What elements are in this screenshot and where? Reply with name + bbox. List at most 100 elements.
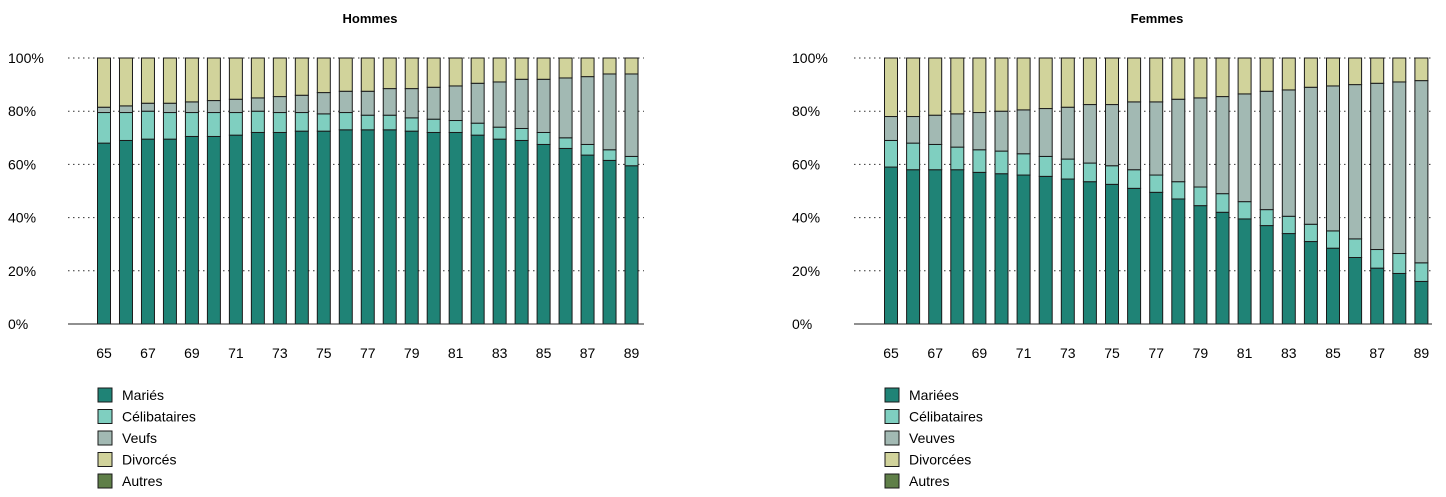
bar-segment	[950, 169, 965, 325]
x-tick-label: 79	[404, 345, 420, 361]
bar-segment	[448, 85, 463, 122]
legend-swatch	[884, 430, 900, 446]
bar-segment	[1082, 104, 1097, 164]
bar-segment	[492, 81, 507, 128]
bar-segment	[1105, 183, 1119, 325]
bar-segment	[470, 122, 485, 136]
bar-segment	[1149, 57, 1164, 103]
bar-segment	[602, 73, 617, 151]
bar-segment	[206, 57, 221, 102]
bar-segment	[162, 112, 177, 140]
bar-segment	[1016, 174, 1031, 325]
chart-title: Femmes	[1131, 11, 1184, 26]
x-tick-label: 81	[448, 345, 464, 361]
bar-segment	[338, 57, 353, 92]
bar-segment	[1171, 98, 1186, 183]
bar-segment	[1215, 96, 1230, 195]
bar-segment	[580, 143, 595, 156]
bar-segment	[624, 165, 639, 325]
chart-hommes: Hommes 0% 20% 40% 60% 80% 100% 65 67 69 71 73 75 77 79…	[8, 11, 644, 489]
bar-segment	[228, 98, 243, 114]
bar-segment	[972, 149, 987, 173]
bar-segment	[1392, 253, 1407, 274]
bar-segment	[928, 169, 943, 325]
bar-segment	[162, 57, 177, 104]
bar-segment	[1237, 218, 1252, 325]
y-tick-label: 60%	[792, 156, 820, 172]
x-tick-label: 77	[1148, 345, 1164, 361]
x-tick-label: 65	[883, 345, 899, 361]
x-tick-label: 87	[580, 345, 596, 361]
bar-segment	[928, 114, 943, 145]
bar-segment	[1237, 93, 1252, 203]
bar-segment	[1326, 85, 1340, 232]
bar-segment	[272, 112, 287, 133]
bar-segment	[1259, 209, 1274, 227]
bar-segment	[448, 131, 463, 325]
legend-label: Veuves	[909, 430, 955, 446]
bar-segment	[950, 113, 965, 148]
bar-segment	[162, 102, 177, 114]
bar-segment	[382, 57, 397, 90]
bar-segment	[404, 130, 419, 325]
legend-label: Célibataires	[909, 409, 983, 425]
y-tick-label: 0%	[792, 316, 812, 332]
bar-segment	[492, 57, 507, 83]
bar-segment	[1038, 108, 1053, 157]
bar-segment	[1348, 84, 1363, 240]
legend-label: Divorcées	[909, 452, 971, 468]
bar-segment	[492, 126, 507, 140]
bar-segment	[1281, 233, 1296, 325]
bar-segment	[1038, 175, 1053, 325]
x-tick-label: 65	[96, 345, 112, 361]
bar-segment	[906, 57, 921, 118]
legend-label: Autres	[122, 473, 162, 489]
legend-swatch	[97, 387, 113, 403]
bar-segment	[1193, 205, 1208, 325]
x-tick-label: 83	[492, 345, 508, 361]
bar-segment	[404, 57, 419, 90]
bar-segment	[97, 112, 111, 144]
bar-segment	[1038, 155, 1053, 177]
bar-segment	[250, 110, 265, 133]
bar-segment	[360, 114, 375, 131]
bar-segment	[906, 116, 921, 144]
bar-segment	[1392, 272, 1407, 325]
bar-segment	[972, 57, 987, 114]
bar-segment	[1082, 181, 1097, 325]
bar-segment	[118, 139, 133, 325]
legend-label: Divorcés	[122, 452, 176, 468]
bar-segment	[884, 139, 898, 168]
bar-segment	[1193, 57, 1208, 99]
bar-segment	[250, 97, 265, 112]
x-tick-label: 87	[1369, 345, 1385, 361]
bar-segment	[536, 131, 551, 145]
bar-segment	[1237, 57, 1252, 95]
bar-segment	[1281, 215, 1296, 235]
x-tick-label: 67	[140, 345, 156, 361]
bar-segment	[118, 105, 133, 114]
bar-segment	[514, 127, 529, 141]
bar-segment	[272, 131, 287, 325]
bar-segment	[1326, 247, 1340, 325]
bar-segment	[1370, 249, 1385, 269]
x-tick-label: 85	[536, 345, 552, 361]
bar-segment	[1171, 57, 1186, 100]
legend-swatch	[97, 409, 113, 424]
bar-segment	[972, 171, 987, 325]
bar-segment	[1348, 238, 1363, 259]
bar-segment	[994, 173, 1009, 325]
bar-segment	[206, 100, 221, 114]
bar-segment	[448, 57, 463, 87]
bar-segment	[1060, 178, 1075, 325]
y-tick-label: 60%	[8, 156, 36, 172]
bar-segment	[1215, 193, 1230, 213]
bar-segment	[1105, 104, 1119, 167]
bar-segment	[140, 110, 155, 140]
bar-segment	[404, 88, 419, 119]
bar-segment	[1105, 57, 1119, 106]
bar-segment	[1038, 57, 1053, 110]
bar-segment	[228, 57, 243, 100]
bar-segment	[884, 57, 898, 118]
bar-segment	[316, 57, 331, 94]
